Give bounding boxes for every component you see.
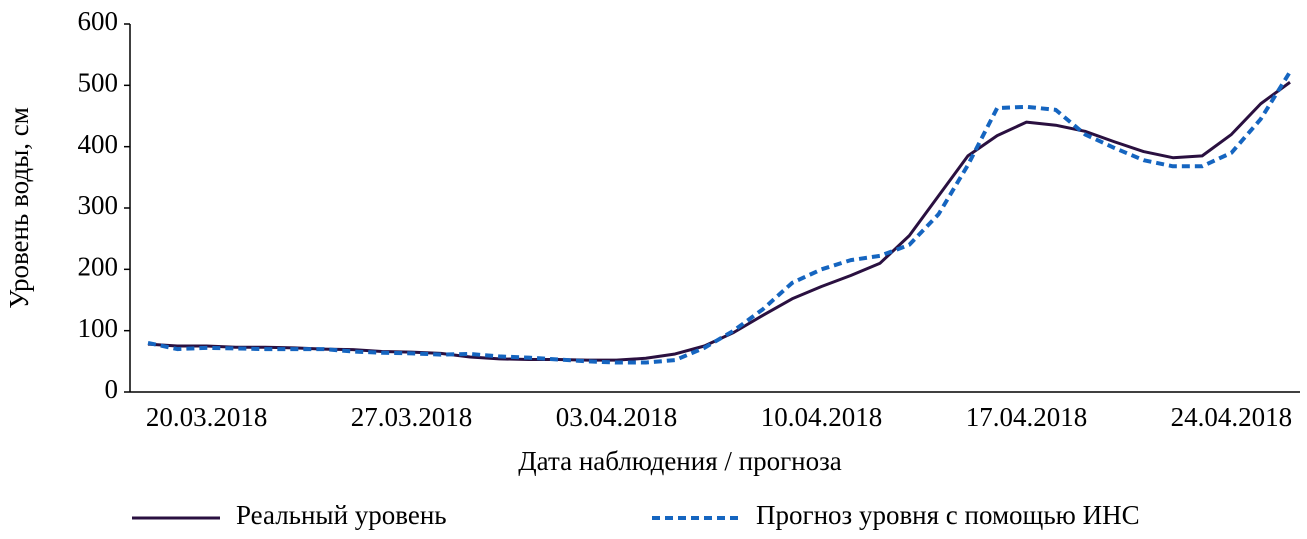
x-tick-label: 03.04.2018 — [556, 402, 678, 432]
x-tick-label: 10.04.2018 — [761, 402, 883, 432]
data-line — [147, 81, 1291, 362]
y-axis-title: Уровень воды, см — [4, 107, 34, 309]
y-tick-label: 100 — [78, 313, 119, 343]
x-tick-label: 24.04.2018 — [1171, 402, 1293, 432]
legend-label: Прогноз уровня с помощью ИНС — [756, 500, 1140, 530]
x-axis-title: Дата наблюдения / прогноза — [518, 446, 842, 476]
y-tick-label: 200 — [78, 252, 119, 282]
x-tick-label: 27.03.2018 — [351, 402, 473, 432]
y-tick-label: 600 — [78, 6, 119, 36]
y-tick-label: 300 — [78, 190, 119, 220]
y-tick-label: 400 — [78, 129, 119, 159]
y-tick-label: 500 — [78, 68, 119, 98]
x-tick-label: 20.03.2018 — [146, 402, 268, 432]
y-tick-label: 0 — [105, 374, 119, 404]
legend-label: Реальный уровень — [236, 500, 447, 530]
x-tick-label: 17.04.2018 — [966, 402, 1088, 432]
data-line — [147, 70, 1292, 365]
